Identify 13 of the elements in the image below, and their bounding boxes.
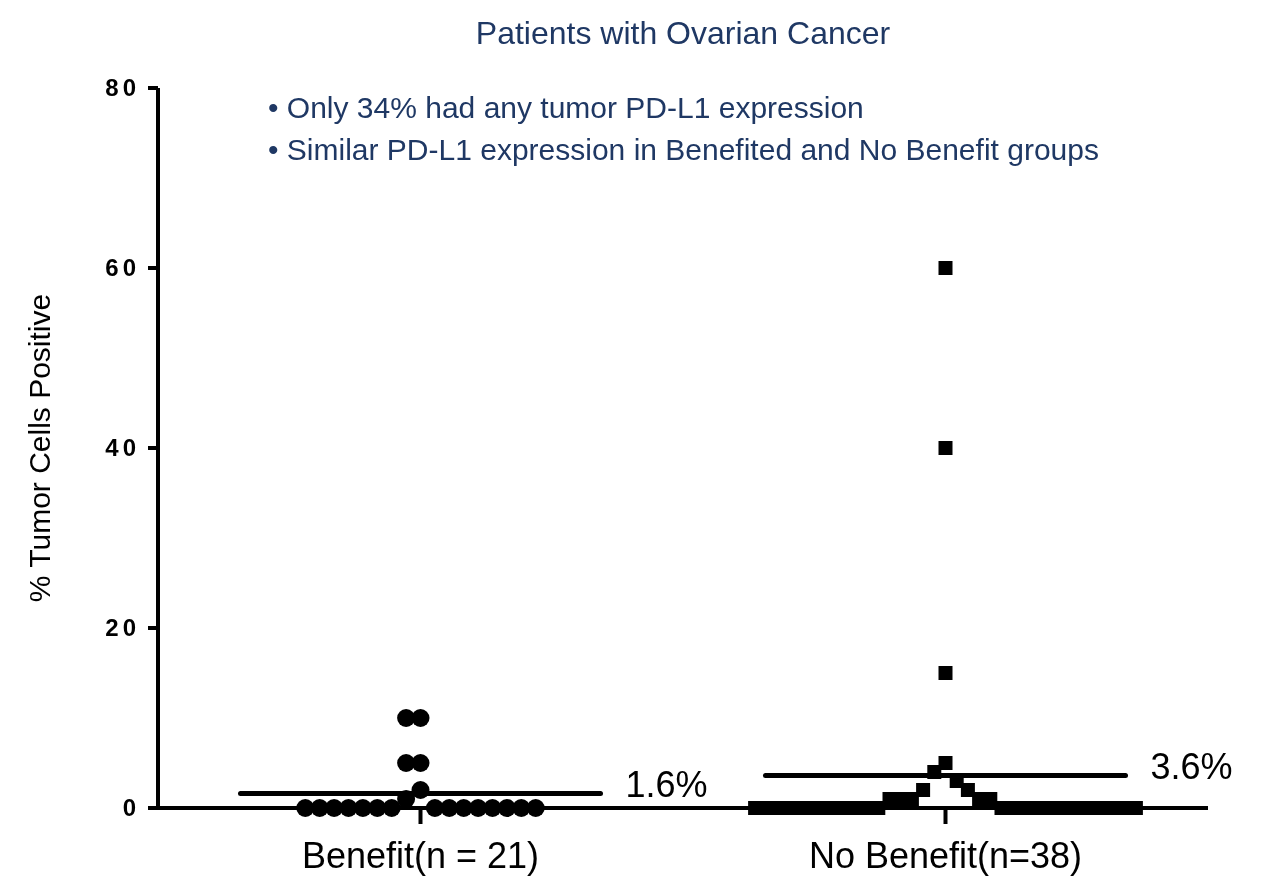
y-tick-label: 20 <box>105 614 140 642</box>
x-tick-label: Benefit(n = 21) <box>301 835 540 876</box>
y-axis-title: % Tumor Cells Positive <box>23 293 56 603</box>
x-tick-label: No Benefit(n=38) <box>808 835 1083 876</box>
y-tick-label: 40 <box>105 434 140 462</box>
y-tick-label: 80 <box>105 74 140 102</box>
annotation: • Similar PD-L1 expression in Benefited and No Benefit groups <box>268 133 1099 166</box>
y-tick-label: 0 <box>122 794 140 822</box>
ref-line-label: 1.6% <box>625 764 708 806</box>
annotation: • Only 34% had any tumor PD-L1 expression <box>268 91 864 124</box>
chart-title: Patients with Ovarian Cancer <box>475 15 891 51</box>
ref-line-label: 3.6% <box>1150 746 1233 788</box>
y-tick-label: 60 <box>105 254 140 282</box>
